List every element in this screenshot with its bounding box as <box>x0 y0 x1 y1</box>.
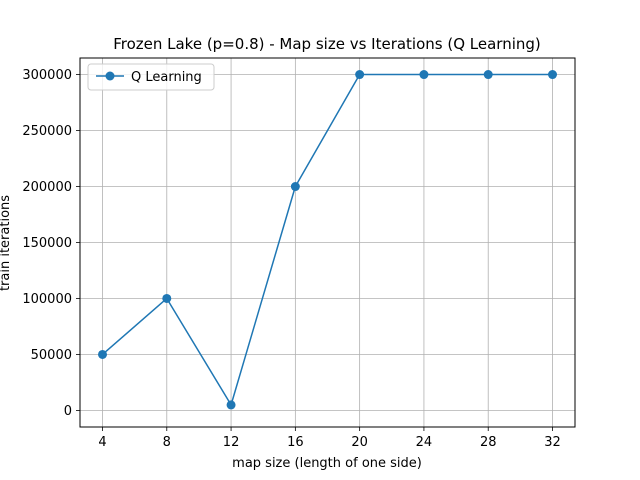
x-tick-label: 28 <box>480 435 497 450</box>
x-axis-label: map size (length of one side) <box>232 456 422 471</box>
data-point <box>548 70 557 80</box>
data-point <box>162 293 172 303</box>
legend-box <box>87 63 215 91</box>
x-tick-label: 12 <box>223 435 240 450</box>
y-tick-label: 200000 <box>22 180 72 195</box>
y-tick-label: 50000 <box>31 348 72 363</box>
y-tick-label: 250000 <box>22 124 72 139</box>
y-axis-label: train iterations <box>0 195 13 291</box>
grid <box>80 58 575 427</box>
x-tick-label: 8 <box>163 435 171 450</box>
ticks: 4 8 12 16 20 24 28 32 0 50000 100000 150000 200000 25… <box>22 68 560 450</box>
legend-label: Q Learning <box>131 70 202 85</box>
series-line <box>102 73 553 406</box>
y-tick-label: 0 <box>64 404 72 419</box>
data-point <box>290 182 300 192</box>
x-tick-label: 16 <box>287 435 304 450</box>
legend-marker-swatch <box>105 71 115 81</box>
data-point <box>419 70 429 80</box>
legend: Q Learning <box>87 63 215 91</box>
y-tick-label: 100000 <box>22 292 72 307</box>
y-tick-label: 300000 <box>22 68 72 83</box>
x-tick-label: 32 <box>544 435 561 450</box>
chart-title: Frozen Lake (p=0.8) - Map size vs Iterat… <box>113 35 541 53</box>
series-layer <box>98 70 557 410</box>
x-tick-label: 20 <box>351 435 368 450</box>
data-point <box>226 400 236 410</box>
x-tick-label: 4 <box>98 435 106 450</box>
data-point <box>98 349 107 359</box>
y-tick-label: 150000 <box>22 236 72 251</box>
x-tick-label: 24 <box>416 435 433 450</box>
data-point <box>483 70 493 80</box>
data-point <box>355 70 365 80</box>
